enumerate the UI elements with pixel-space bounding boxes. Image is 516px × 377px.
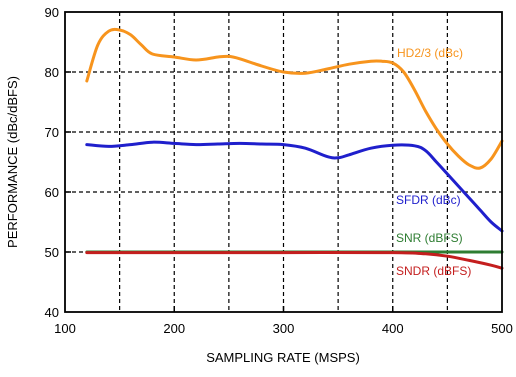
hd23-label: HD2/3 (dBc) <box>397 46 463 60</box>
y-tick-label: 90 <box>45 5 59 20</box>
x-tick-label: 500 <box>491 321 513 336</box>
snr-label: SNR (dBFS) <box>396 231 463 245</box>
y-tick-label: 50 <box>45 245 59 260</box>
y-tick-label: 60 <box>45 185 59 200</box>
series-lines <box>85 27 504 270</box>
x-axis-label: SAMPLING RATE (MSPS) <box>206 350 360 365</box>
y-tick-label: 70 <box>45 125 59 140</box>
sfdr-line <box>85 140 504 233</box>
x-tick-label: 400 <box>382 321 404 336</box>
y-tick-label: 80 <box>45 65 59 80</box>
sndr-line <box>85 251 504 270</box>
hd23-line <box>85 27 504 170</box>
y-tick-label: 40 <box>45 305 59 320</box>
series-labels: HD2/3 (dBc) SFDR (dBc) SNR (dBFS) SNDR (dBF… <box>396 46 471 278</box>
sndr-label: SNDR (dBFS) <box>396 264 471 278</box>
axis-ticks: 100 200 300 400 500 40 50 60 70 80 90 <box>45 5 513 336</box>
sfdr-label: SFDR (dBc) <box>396 193 461 207</box>
x-tick-label: 300 <box>273 321 295 336</box>
x-tick-label: 200 <box>163 321 185 336</box>
x-tick-label: 100 <box>54 321 76 336</box>
y-axis-label: PERFORMANCE (dBc/dBFS) <box>5 76 20 248</box>
